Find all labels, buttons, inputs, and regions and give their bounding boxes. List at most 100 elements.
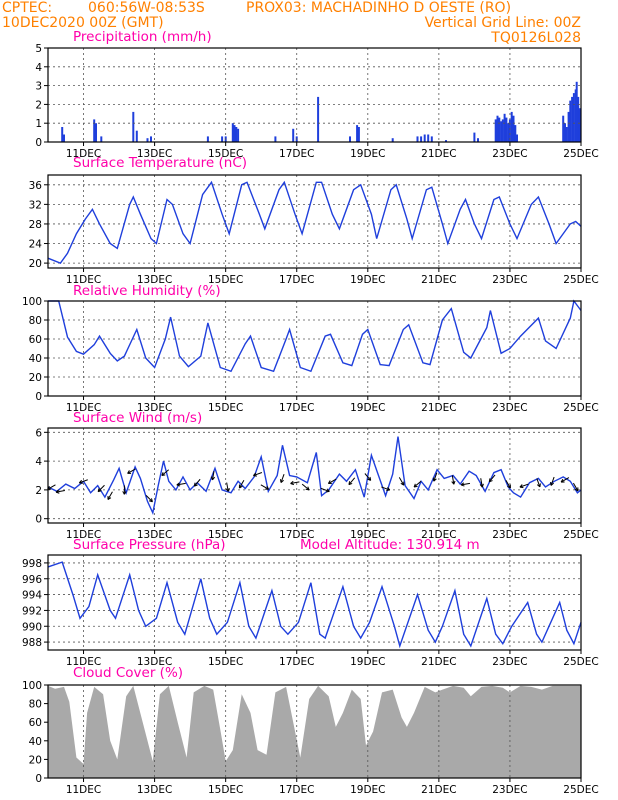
panel-4: Surface Wind (m/s) 0 2 4 6 11DEC 13DEC 15DEC 17D…	[35, 410, 598, 541]
wind-arrow	[488, 474, 496, 483]
y-tick-label: 20	[29, 754, 42, 766]
header-coords: 060:56W-08:53S	[88, 0, 205, 16]
x-tick-label: 19DEC	[350, 274, 385, 286]
panel-title: Surface Temperature (nC)	[73, 155, 247, 171]
y-tick-label: 100	[22, 680, 42, 692]
wind-arrow-shaft	[398, 477, 405, 486]
panel-1: Precipitation (mm/h) 0 1 2 3 4 5 11DEC 13DEC 15DE…	[35, 29, 598, 160]
wind-arrow-shaft	[47, 484, 56, 490]
precip-bar	[63, 134, 65, 142]
panel-frame	[47, 427, 582, 524]
precip-bar	[565, 127, 568, 142]
wind-arrow	[78, 479, 88, 484]
wind-arrow-head	[210, 476, 216, 481]
panel-title: Cloud Cover (%)	[73, 665, 183, 681]
precip-bar	[416, 136, 419, 142]
precip-bar	[477, 138, 479, 142]
wind-arrow	[398, 477, 405, 486]
panel-frame	[47, 554, 582, 651]
y-tick-label: 100	[22, 296, 42, 308]
x-tick-label: 25DEC	[563, 784, 598, 796]
panel-frame	[47, 300, 582, 397]
wind-arrow	[107, 491, 113, 500]
x-tick-label: 17DEC	[279, 529, 314, 541]
wind-arrow-head	[97, 488, 102, 493]
wind-arrow-shaft	[301, 483, 310, 491]
precip-bar	[500, 121, 503, 142]
y-tick-label: 4	[35, 62, 42, 74]
wind-arrow-shaft	[97, 484, 105, 492]
header-date: 10DEC2020 00Z (GMT)	[2, 15, 164, 31]
x-tick-label: 13DEC	[137, 148, 172, 160]
y-tick-label: 24	[29, 239, 43, 251]
wind-arrow-shaft	[488, 474, 496, 483]
precip-bar	[233, 125, 236, 142]
x-tick-label: 25DEC	[563, 148, 598, 160]
wind-arrow-head	[161, 472, 166, 477]
wind-arrow-shaft	[433, 472, 438, 482]
wind-arrow-head	[560, 478, 565, 483]
wind-arrow-shaft	[320, 487, 330, 492]
wind-arrow-head	[176, 482, 181, 487]
x-tick-label: 25DEC	[563, 274, 598, 286]
x-tick-label: 15DEC	[208, 274, 243, 286]
wind-arrow	[572, 482, 579, 492]
wind-arrow-shaft	[253, 472, 263, 477]
x-tick-label: 11DEC	[66, 656, 101, 668]
wind-arrow-head	[279, 479, 284, 483]
x-tick-label: 19DEC	[350, 529, 385, 541]
wind-arrow	[327, 478, 337, 485]
wind-arrow-shaft	[107, 491, 113, 500]
wind-arrow-shaft	[328, 478, 337, 484]
cloud-cover-area	[48, 685, 581, 778]
wind-arrow-shaft	[161, 469, 170, 476]
x-tick-label: 23DEC	[492, 784, 527, 796]
y-tick-label: 6	[35, 427, 42, 439]
wind-arrow-shaft	[260, 484, 269, 490]
wind-arrow	[260, 484, 270, 490]
precip-bar	[430, 136, 433, 142]
precip-bar	[571, 96, 574, 142]
precip-bar	[564, 123, 566, 142]
y-tick-label: 0	[35, 137, 42, 149]
x-tick-label: 21DEC	[421, 402, 456, 414]
wind-arrow-head	[550, 481, 554, 486]
y-tick-label: 5	[35, 43, 42, 55]
x-tick-label: 17DEC	[279, 148, 314, 160]
precip-bar	[146, 138, 149, 142]
wind-arrow-shaft	[413, 480, 422, 488]
y-tick-label: 4	[35, 456, 42, 468]
y-tick-label: 3	[35, 81, 42, 93]
wind-arrow	[505, 479, 511, 489]
wind-arrow	[320, 487, 330, 493]
precip-bar	[562, 115, 565, 142]
precip-bar	[356, 125, 359, 142]
wind-arrow-head	[460, 482, 465, 487]
wind-arrow-head	[574, 487, 579, 492]
x-tick-label: 13DEC	[137, 656, 172, 668]
wind-arrow	[536, 478, 541, 488]
wind-arrow	[381, 486, 391, 492]
precip-bar	[206, 136, 209, 142]
wind-arrow	[55, 489, 65, 494]
precip-bar	[235, 127, 238, 142]
y-tick-label: 2	[35, 99, 42, 111]
wind-arrow-head	[78, 479, 83, 484]
y-tick-label: 36	[29, 180, 43, 192]
x-tick-label: 13DEC	[137, 784, 172, 796]
wind-arrow	[432, 472, 438, 482]
wind-arrow-shaft	[348, 477, 356, 486]
y-tick-label: 0	[35, 514, 42, 526]
y-tick-label: 2	[35, 485, 42, 497]
wind-arrow-shaft	[280, 473, 285, 483]
wind-arrow-head	[507, 484, 511, 489]
wind-arrow-shaft	[55, 490, 65, 493]
y-tick-label: 20	[29, 258, 42, 270]
precip-bar	[150, 136, 152, 142]
wind-arrow	[451, 475, 456, 485]
wind-arrow-head	[479, 483, 484, 488]
x-tick-label: 23DEC	[492, 402, 527, 414]
precip-bar	[100, 136, 103, 142]
wind-arrow	[301, 483, 310, 491]
wind-arrow	[225, 482, 230, 492]
